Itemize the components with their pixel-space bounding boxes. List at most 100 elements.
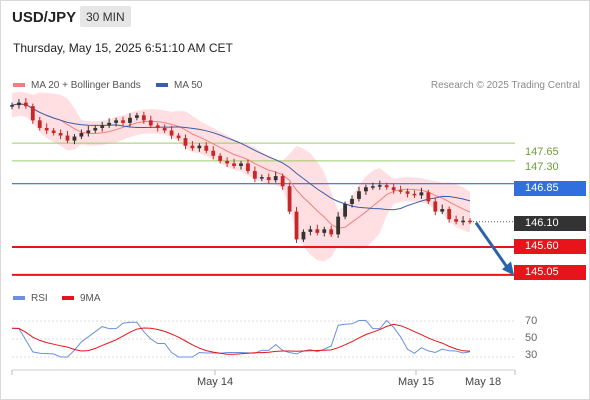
timestamp: Thursday, May 15, 2025 6:51:10 AM CET: [13, 41, 233, 55]
candle-body: [100, 125, 105, 128]
candle-body: [252, 171, 257, 179]
candle-body: [266, 177, 271, 181]
x-label-may15: May 15: [398, 376, 435, 388]
rsi-tick-50: 50: [525, 332, 538, 344]
candle-body: [294, 211, 299, 240]
candle-body: [391, 187, 396, 191]
candle-body: [176, 135, 181, 139]
candle-body: [37, 120, 42, 128]
candle-body: [273, 176, 278, 181]
candle-body: [162, 127, 167, 131]
ma20-label: MA 20 + Bollinger Bands: [31, 80, 141, 91]
candle-body: [405, 191, 410, 194]
candle-body: [468, 220, 472, 223]
forecast-arrow-head: [502, 261, 514, 276]
candle-body: [72, 136, 77, 141]
candle-body: [79, 133, 84, 137]
candle-body: [93, 127, 98, 131]
candle-body: [454, 219, 459, 222]
level-s2-tag: 145.05: [514, 265, 586, 280]
candle-body: [350, 198, 354, 204]
candle-body: [128, 117, 132, 123]
candle-body: [10, 105, 14, 107]
candle-body: [259, 177, 264, 179]
rsi-ma-label: 9MA: [80, 293, 101, 304]
candle-body: [433, 201, 438, 212]
forecast-arrow-shaft: [474, 221, 512, 273]
candle-body: [447, 209, 452, 220]
candle-body: [301, 231, 306, 240]
candle-body: [225, 160, 230, 164]
candle-body: [239, 163, 243, 166]
candle-body: [329, 229, 334, 235]
rsi-line: [11, 319, 471, 358]
candle-body: [204, 145, 209, 151]
ma50-swatch: [156, 83, 168, 88]
chart-header: USD/JPY 30 MIN: [0, 0, 590, 36]
candle-body: [17, 102, 21, 106]
candle-body: [308, 229, 313, 232]
candle-body: [86, 130, 91, 134]
ma50-label: MA 50: [174, 80, 203, 91]
current-price-tag: 146.10: [514, 216, 586, 231]
candle-body: [141, 115, 146, 121]
rsi-tick-70: 70: [525, 315, 538, 327]
candle-body: [357, 191, 361, 199]
candle-body: [197, 145, 202, 149]
candle-body: [218, 155, 223, 161]
candle-body: [107, 122, 112, 126]
candle-body: [322, 229, 327, 233]
candle-body: [183, 138, 188, 146]
candle-body: [44, 127, 49, 131]
candle-body: [287, 186, 292, 212]
level-s1-tag: 145.60: [514, 239, 586, 254]
candle-body: [426, 192, 431, 202]
legend-ma20: MA 20 + Bollinger Bands: [13, 80, 141, 91]
x-label-may14: May 14: [197, 376, 234, 388]
candle-body: [211, 150, 216, 156]
level-r2-label: 147.65: [525, 146, 559, 158]
candle-body: [440, 209, 445, 212]
candle-body: [169, 130, 174, 136]
candle-body: [58, 133, 63, 136]
source-note: Research © 2025 Trading Central: [430, 80, 580, 91]
candle-body: [384, 185, 389, 188]
candle-body: [336, 216, 341, 235]
candle-body: [280, 176, 285, 187]
rsi-ma-line: [11, 323, 471, 355]
rsi-ma-swatch: [62, 296, 74, 301]
candle-body: [419, 192, 424, 196]
candle-body: [364, 187, 368, 192]
candle-body: [148, 120, 153, 126]
rsi-tick-30: 30: [525, 349, 538, 361]
bollinger-band: [12, 91, 470, 262]
x-label-may18: May 18: [465, 376, 502, 388]
candle-body: [232, 163, 236, 166]
level-pivot-tag: 146.85: [514, 181, 586, 196]
candle-body: [135, 115, 139, 118]
candle-body: [398, 190, 403, 192]
legend-rsi: RSI: [13, 293, 48, 304]
candle-body: [51, 130, 56, 134]
candle-body: [155, 125, 160, 128]
candle-body: [377, 185, 382, 187]
rsi-label: RSI: [31, 293, 48, 304]
legend-ma50: MA 50: [156, 80, 202, 91]
ma50-line: [11, 103, 471, 211]
candle-body: [121, 120, 125, 123]
timeframe-badge[interactable]: 30 MIN: [80, 6, 131, 27]
candle-body: [246, 163, 250, 172]
candle-body: [343, 203, 347, 217]
candle-body: [461, 220, 465, 223]
rsi-swatch: [13, 296, 25, 301]
candle-body: [370, 186, 375, 188]
ma20-swatch: [13, 83, 25, 88]
candle-body: [315, 229, 320, 233]
symbol-title: USD/JPY: [12, 9, 77, 26]
candle-body: [114, 120, 118, 123]
legend-rsi-ma: 9MA: [62, 293, 101, 304]
level-r1-label: 147.30: [525, 161, 559, 173]
candle-body: [23, 102, 28, 107]
candle-body: [190, 145, 195, 149]
